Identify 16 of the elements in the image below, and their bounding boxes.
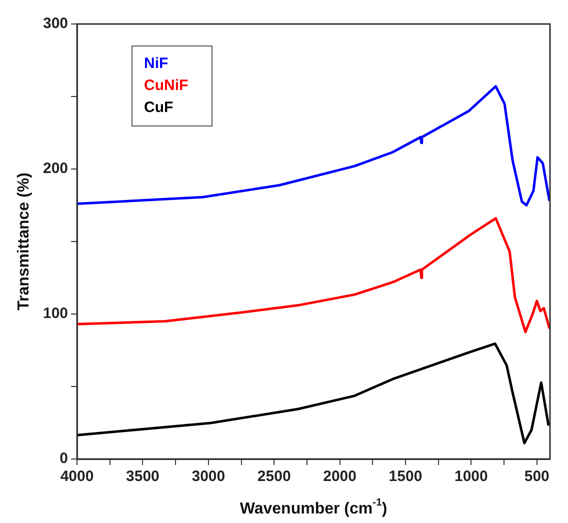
x-tick-label: 3000	[192, 468, 226, 486]
y-axis-title: Transmittance (%)	[15, 172, 32, 310]
x-tick-label: 2000	[323, 468, 356, 486]
text: CuNiF	[144, 77, 188, 94]
x-tick-label: 1500	[388, 468, 422, 486]
x-tick-label: 500	[524, 468, 550, 486]
text: CuF	[144, 99, 174, 116]
y-tick-label: 300	[42, 15, 68, 32]
x-tick-label: 1000	[454, 468, 488, 486]
text: NiF	[144, 55, 168, 72]
y-tick-label: 0	[60, 450, 68, 468]
y-tick-label: 200	[42, 160, 68, 178]
x-tick-label: 4000	[60, 468, 94, 486]
x-tick-label: 2500	[257, 468, 291, 486]
y-tick-label: 100	[42, 305, 68, 322]
x-tick-label: 3500	[126, 468, 160, 486]
